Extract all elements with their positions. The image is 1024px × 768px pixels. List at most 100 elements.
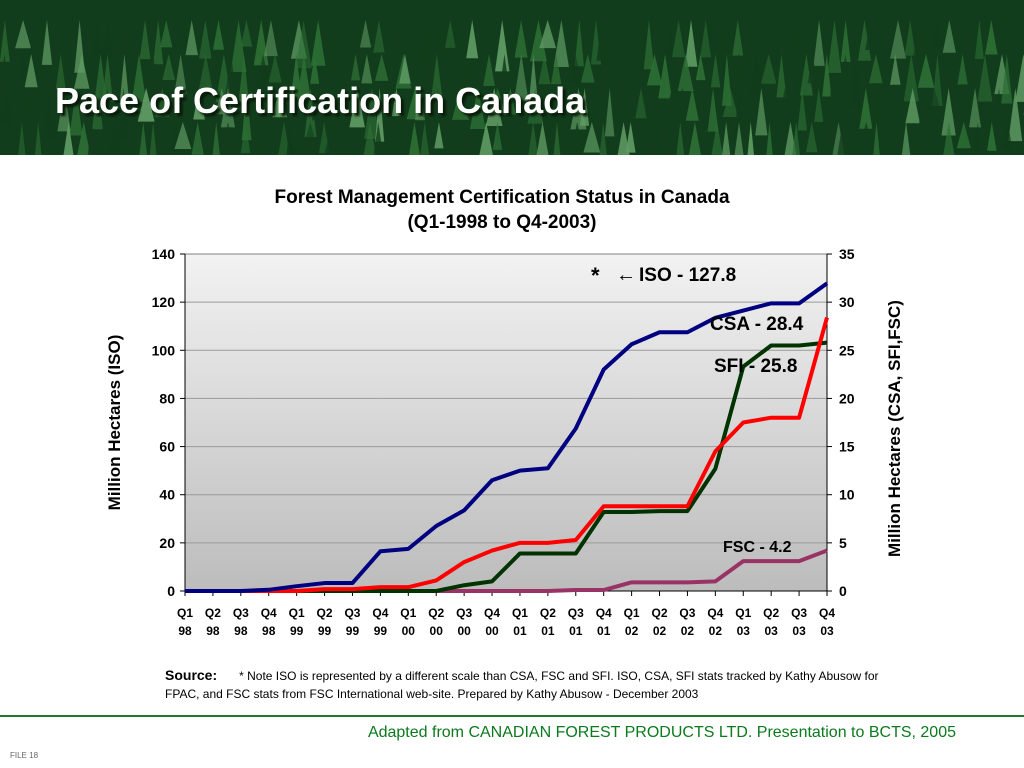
tree-shape [408, 122, 420, 155]
x-tick-label-quarter: Q3 [233, 606, 249, 620]
tree-shape [646, 54, 663, 86]
tree-shape [635, 88, 647, 119]
tree-shape [835, 88, 847, 120]
tree-shape [616, 88, 626, 117]
tree-shape [339, 20, 355, 62]
tree-shape [604, 88, 615, 137]
tree-shape [452, 88, 469, 120]
tree-shape [715, 20, 732, 67]
tree-shape [324, 122, 341, 155]
tree-shape [256, 54, 271, 90]
tree-shape [734, 122, 744, 155]
tree-shape [149, 122, 157, 155]
tree-shape [827, 20, 842, 73]
tree-shape [987, 122, 997, 151]
x-tick-label-year: 01 [597, 624, 611, 638]
tree-shape [325, 88, 338, 136]
x-tick-label-quarter: Q2 [205, 606, 221, 620]
footer-caption: Adapted from CANADIAN FOREST PRODUCTS LT… [367, 724, 956, 741]
tree-shape [489, 88, 506, 115]
tree-shape [858, 122, 874, 150]
tree-shape [419, 20, 432, 67]
tree-shape [359, 20, 372, 48]
left-tick-label: 0 [167, 583, 175, 599]
tree-shape [711, 122, 723, 155]
tree-shape [943, 54, 955, 97]
iso-asterisk: * [591, 263, 600, 288]
tree-shape [108, 122, 121, 152]
tree-shape [974, 20, 984, 59]
x-tick-label-year: 98 [262, 624, 276, 638]
footer-divider [0, 715, 1024, 717]
tree-shape [199, 20, 212, 59]
tree-shape [775, 20, 790, 67]
x-tick-label-quarter: Q4 [261, 606, 277, 620]
tree-shape [890, 54, 901, 85]
tree-shape [289, 88, 300, 127]
tree-shape [193, 88, 205, 120]
tree-shape [710, 54, 721, 88]
tree-shape [688, 122, 701, 155]
tree-shape [92, 88, 103, 130]
source-label: Source: [165, 667, 218, 683]
tree-shape [361, 54, 373, 84]
x-tick-label-quarter: Q2 [540, 606, 556, 620]
tree-shape [580, 88, 590, 126]
x-tick-label-year: 02 [625, 624, 639, 638]
tree-shape [185, 20, 198, 56]
tree-shape [599, 122, 607, 155]
tree-shape [760, 54, 777, 84]
tree-shape [139, 122, 148, 155]
right-tick-label: 35 [839, 246, 855, 262]
left-tick-label: 40 [159, 487, 175, 503]
tree-shape [881, 88, 893, 133]
tree-shape [326, 20, 338, 70]
tree-shape [286, 122, 294, 155]
tree-shape [24, 54, 38, 88]
source-text: * Note ISO is represented by a different… [165, 669, 879, 701]
tree-shape [5, 122, 12, 155]
x-tick-label-year: 02 [653, 624, 667, 638]
tree-shape [805, 122, 818, 153]
x-tick-label-year: 00 [457, 624, 471, 638]
tree-shape [677, 54, 694, 92]
right-tick-label: 15 [839, 439, 855, 455]
x-tick-label-year: 99 [374, 624, 388, 638]
tree-shape [268, 54, 282, 83]
tree-shape [917, 54, 935, 88]
tree-shape [957, 54, 968, 85]
tree-shape [536, 122, 549, 155]
x-tick-label-year: 01 [569, 624, 583, 638]
tree-shape [102, 88, 113, 132]
tree-shape [722, 122, 731, 155]
tree-shape [913, 20, 931, 56]
tree-shape [904, 20, 916, 56]
left-tick-label: 140 [152, 246, 176, 262]
tree-shape [180, 88, 191, 121]
tree-shape [685, 88, 699, 121]
tree-shape [732, 20, 744, 56]
tree-shape [431, 54, 443, 99]
left-tick-label: 120 [152, 294, 176, 310]
tree-shape [985, 20, 998, 55]
tree-shape [212, 20, 225, 50]
y-axis-left-label: Million Hectares (ISO) [105, 335, 124, 511]
x-tick-label-quarter: Q4 [596, 606, 612, 620]
header-banner: Pace of Certification in Canada [0, 0, 1024, 155]
tree-shape [1008, 88, 1023, 142]
tree-shape [264, 20, 278, 57]
tree-shape [857, 20, 872, 61]
x-tick-label-quarter: Q1 [512, 606, 528, 620]
tree-shape [901, 122, 911, 155]
tree-shape [272, 88, 288, 118]
tree-shape [220, 88, 236, 128]
tree-shape [746, 20, 763, 64]
tree-shape [102, 54, 114, 102]
left-tick-label: 20 [159, 535, 175, 551]
tree-shape [17, 54, 29, 81]
tree-shape [0, 54, 12, 107]
right-tick-label: 20 [839, 390, 855, 406]
tree-shape [304, 88, 317, 138]
right-tick-label: 10 [839, 487, 855, 503]
tree-shape [925, 122, 939, 154]
